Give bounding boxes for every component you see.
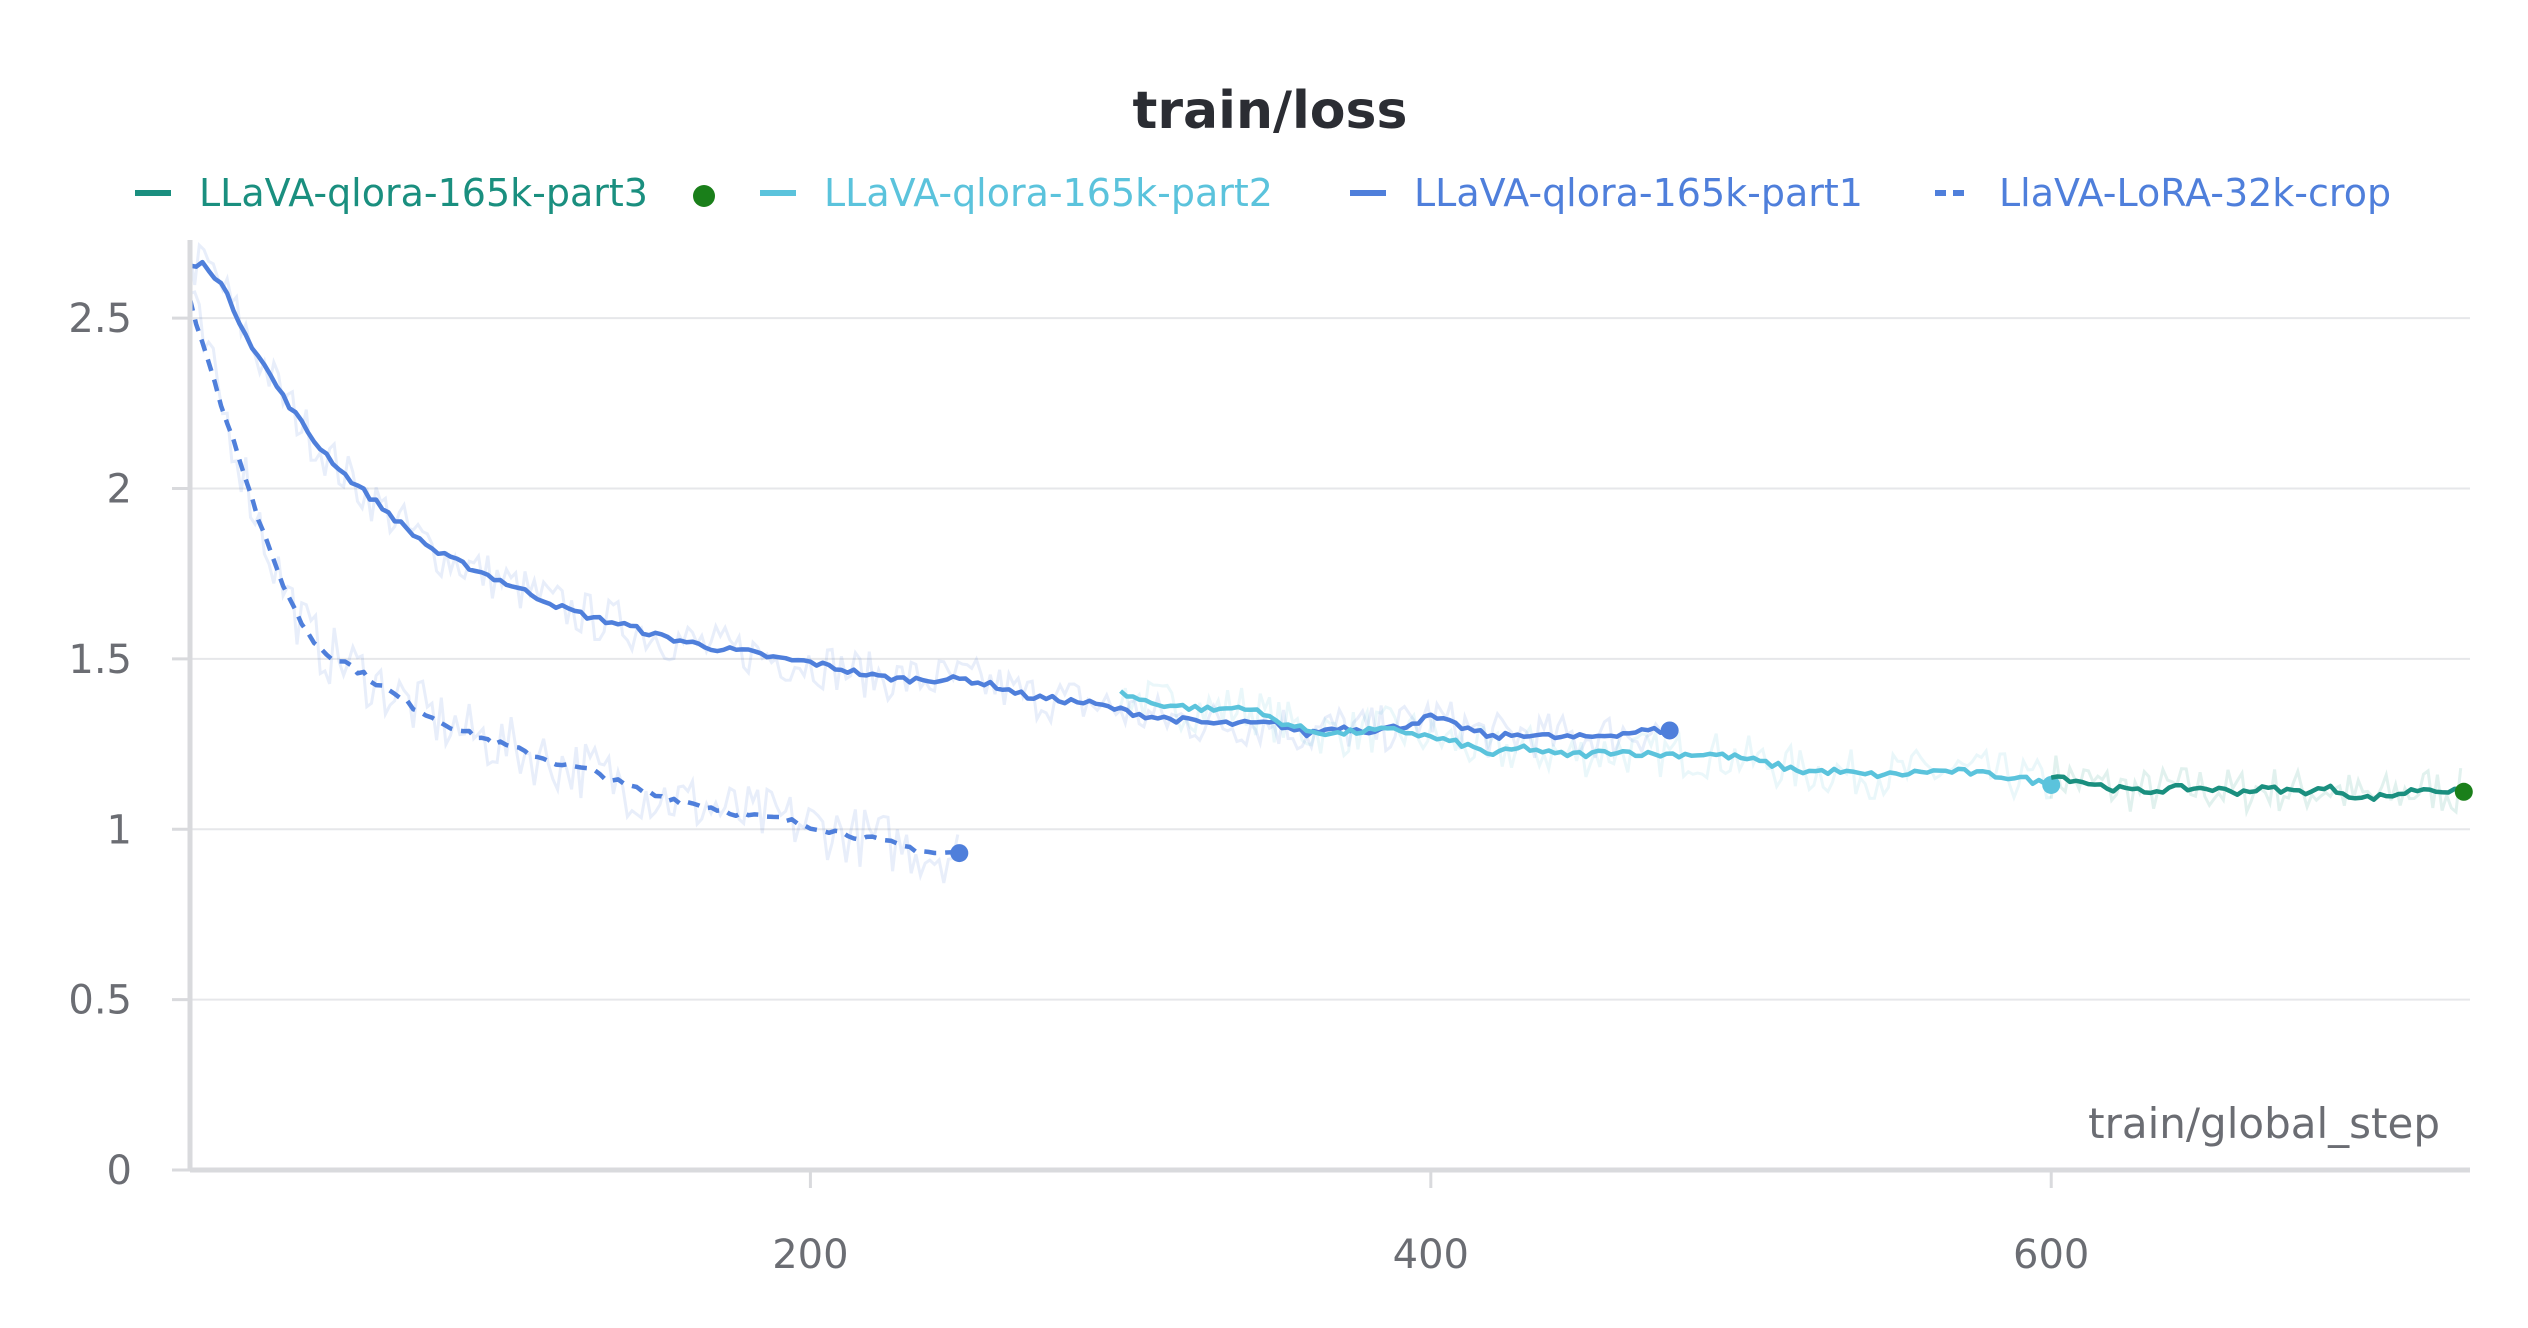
chart-title: train/loss xyxy=(1133,81,1408,141)
raw-series-line xyxy=(1119,679,2052,802)
series-line xyxy=(187,298,960,856)
y-tick-label: 0 xyxy=(107,1148,132,1194)
series-end-marker xyxy=(950,844,969,863)
x-tick-label: 200 xyxy=(772,1232,848,1278)
y-tick-label: 1 xyxy=(107,807,132,853)
legend-entry[interactable]: LLaVA-qlora-165k-part1 xyxy=(1414,171,1863,215)
legend-entry[interactable]: LLaVA-qlora-165k-part2 xyxy=(824,171,1273,215)
y-tick-label: 2 xyxy=(107,467,132,513)
legend: LLaVA-qlora-165k-part3 LLaVA-qlora-165k-p… xyxy=(135,171,2391,215)
series-layer xyxy=(187,259,2473,863)
x-tick-label: 600 xyxy=(2013,1232,2089,1278)
raw-series-line xyxy=(2049,755,2463,818)
tick-labels: 0 0.5 1 1.5 2 2.5 200 400 600 xyxy=(68,296,2089,1278)
legend-active-dot xyxy=(693,185,715,207)
x-axis-label: train/global_step xyxy=(2088,1099,2440,1148)
grid-lines xyxy=(190,317,2470,1001)
series-line xyxy=(2050,774,2461,802)
series-end-marker xyxy=(2454,782,2473,801)
axes xyxy=(172,240,2470,1188)
raw-series-line xyxy=(189,290,960,884)
y-tick-label: 0.5 xyxy=(68,978,132,1024)
legend-entry[interactable]: LLaVA-qlora-165k-part3 xyxy=(199,171,648,215)
series-line xyxy=(189,259,1667,741)
series-line xyxy=(1119,689,2053,790)
y-tick-label: 2.5 xyxy=(68,296,132,342)
series-end-marker xyxy=(2042,775,2061,794)
legend-entry[interactable]: LlaVA-LoRA-32k-crop xyxy=(1999,171,2391,215)
series-end-marker xyxy=(1660,721,1679,740)
y-tick-label: 1.5 xyxy=(68,637,132,683)
x-tick-label: 400 xyxy=(1393,1232,1469,1278)
